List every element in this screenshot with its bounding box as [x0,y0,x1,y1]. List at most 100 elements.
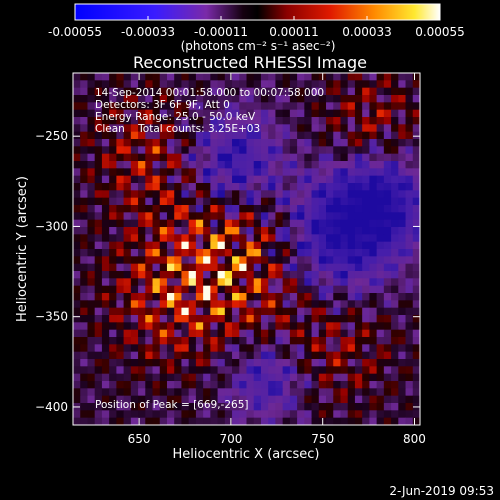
heatmap-cell [311,124,320,133]
heatmap-cell [188,205,197,213]
heatmap-cell [130,131,139,140]
heatmap-cell [311,278,320,287]
heatmap-cell [73,73,81,81]
heatmap-cell [405,73,414,81]
heatmap-cell [391,102,399,111]
heatmap-cell [232,168,240,177]
heatmap-cell [87,278,96,287]
heatmap-cell [130,168,139,177]
heatmap-cell [239,87,247,96]
heatmap-cell [123,278,132,287]
heatmap-cell [297,285,305,294]
heatmap-cell [101,366,110,375]
heatmap-cell [130,102,139,111]
heatmap-cell [174,351,182,360]
heatmap-cell [268,256,276,265]
heatmap-cell [166,300,175,309]
heatmap-cell [210,373,218,382]
heatmap-cell [362,109,370,118]
heatmap-cell [289,329,298,338]
heatmap-cell [391,168,399,177]
heatmap-cell [138,124,146,133]
heatmap-cell [145,373,153,382]
heatmap-cell [145,271,153,279]
heatmap-cell [101,256,110,265]
heatmap-cell [145,190,153,199]
heatmap-cell [94,271,103,279]
heatmap-cell [145,205,153,213]
heatmap-cell [333,241,341,250]
heatmap-cell [354,197,363,206]
heatmap-cell [203,146,211,155]
heatmap-cell [340,241,349,250]
heatmap-cell [260,139,269,147]
heatmap-cell [354,381,363,389]
heatmap-cell [275,139,284,147]
heatmap-cell [340,315,349,323]
heatmap-cell [275,344,284,353]
heatmap-cell [275,205,284,213]
heatmap-cell [159,87,168,96]
heatmap-cell [94,410,103,419]
heatmap-cell [203,168,211,177]
heatmap-cell [166,197,175,206]
heatmap-cell [195,381,204,389]
heatmap-cell [391,131,399,140]
heatmap-cell [239,337,247,345]
heatmap-cell [224,109,233,118]
heatmap-cell [282,337,291,345]
heatmap-cell [159,139,168,147]
heatmap-cell [297,131,305,140]
heatmap-cell [333,109,341,118]
heatmap-cell [311,293,320,301]
heatmap-cell [166,183,175,191]
heatmap-cell [145,359,153,367]
heatmap-cell [101,175,110,184]
heatmap-cell [318,351,327,360]
heatmap-cell [188,417,197,426]
heatmap-cell [73,131,81,140]
heatmap-cell [152,271,161,279]
heatmap-cell [311,315,320,323]
heatmap-cell [268,95,276,103]
heatmap-cell [289,315,298,323]
heatmap-cell [217,271,226,279]
heatmap-cell [123,80,132,89]
heatmap-cell [94,183,103,191]
heatmap-cell [246,351,255,360]
heatmap-cell [159,131,168,140]
heatmap-cell [311,417,320,426]
heatmap-cell [152,124,161,133]
heatmap-cell [116,322,125,331]
heatmap-cell [246,117,255,125]
heatmap-cell [174,366,182,375]
heatmap-cell [130,87,139,96]
heatmap-cell [232,109,240,118]
heatmap-cell [130,109,139,118]
heatmap-cell [210,109,218,118]
heatmap-cell [123,87,132,96]
heatmap-cell [282,359,291,367]
heatmap-cell [398,161,406,169]
heatmap-cell [362,197,370,206]
heatmap-cell [195,271,204,279]
heatmap-cell [369,395,378,404]
heatmap-cell [304,329,312,338]
heatmap-cell [130,322,139,331]
heatmap-cell [217,212,226,221]
heatmap-cell [268,205,276,213]
heatmap-cell [80,381,88,389]
heatmap-cell [73,307,81,316]
heatmap-cell [260,271,269,279]
heatmap-cell [398,388,406,397]
heatmap-cell [210,315,218,323]
heatmap-cell [239,80,247,89]
heatmap-cell [224,315,233,323]
heatmap-cell [369,300,378,309]
heatmap-cell [340,168,349,177]
heatmap-cell [101,271,110,279]
heatmap-cell [181,153,190,162]
heatmap-cell [195,410,204,419]
heatmap-cell [383,337,392,345]
